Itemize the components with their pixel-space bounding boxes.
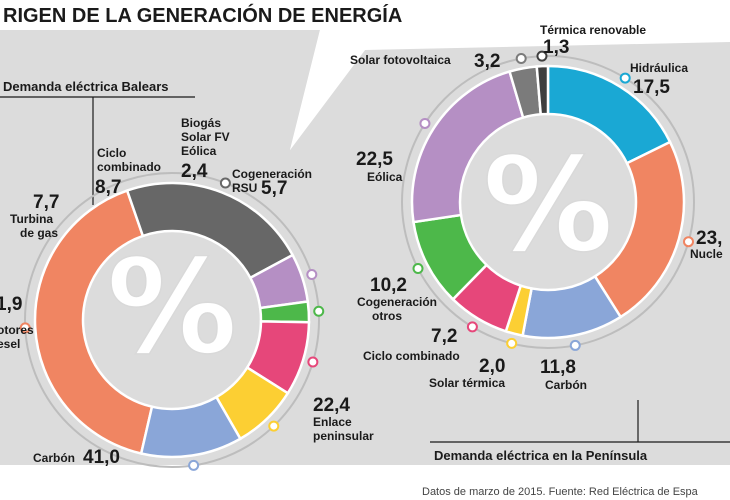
label-nuclear-value: 23, (696, 228, 722, 249)
page-title: RIGEN DE LA GENERACIÓN DE ENERGÍA (3, 3, 402, 27)
marker-nuclear-peninsula (683, 236, 695, 248)
label-hidraulica-value: 17,5 (633, 77, 670, 98)
label-eolica-value: 22,5 (356, 149, 393, 170)
donut-peninsula-outer-ring (401, 55, 695, 349)
marker-cogeneracion-peninsula (412, 262, 424, 274)
label-termica-renovable-value: 1,3 (543, 37, 569, 58)
label-ciclo-peninsula-text: Ciclo combinado (363, 349, 460, 363)
label-nuclear-text: Nucle (690, 247, 723, 261)
marker-rsu-balears (306, 269, 318, 281)
label-cogeneracion-text-2: otros (372, 309, 402, 323)
donut-balears-center (83, 231, 261, 409)
label-turbina-value: 7,7 (33, 192, 59, 213)
peninsula-chart-title: Demanda eléctrica en la Península (434, 448, 648, 463)
marker-ciclo-balears (307, 356, 319, 368)
donut-peninsula-center (460, 114, 636, 290)
label-carbon-peninsula-value: 11,8 (540, 357, 576, 378)
label-ciclo-balears-value: 8,7 (95, 177, 121, 198)
label-rsu-text-2: RSU (232, 181, 257, 195)
peninsula-donut (401, 50, 695, 351)
source-note: Datos de marzo de 2015. Fuente: Red Eléc… (422, 486, 699, 498)
label-solar-termica-text: Solar térmica (429, 376, 505, 390)
label-rsu-value: 5,7 (261, 178, 287, 199)
label-renovables-text-2: Solar FV (181, 130, 230, 144)
label-enlace-value: 22,4 (313, 395, 350, 416)
peninsula-labels: Hidráulica 17,5 23, Nucle 11,8 Carbón 2,… (350, 23, 723, 392)
label-solar-termica-value: 2,0 (479, 356, 505, 377)
label-cogeneracion-value: 10,2 (370, 275, 407, 296)
label-turbina-text-1: Turbina (10, 212, 53, 226)
label-renovables-value: 2,4 (181, 161, 208, 182)
slice-motores-balears (139, 395, 243, 459)
marker-hidraulica-peninsula (619, 72, 631, 84)
balears-labels: Carbón 41,0 22,4 Enlace peninsular Cogen… (0, 116, 374, 468)
label-motores-text-1: otores (0, 323, 34, 337)
label-turbina-text-2: de gas (20, 226, 58, 240)
label-enlace-text-1: Enlace (313, 415, 352, 429)
marker-renovables-balears (313, 305, 325, 317)
peninsula-percent-symbol: % (483, 129, 613, 281)
slice-termica-renovable-peninsula (535, 64, 550, 116)
label-ciclo-balears-text-2: combinado (97, 160, 161, 174)
marker-carbon-peninsula (569, 339, 581, 351)
marker-solar-fv-peninsula (515, 52, 527, 64)
label-ciclo-balears-text-1: Ciclo (97, 146, 126, 160)
balears-donut (19, 172, 325, 471)
marker-carbon-balears (19, 322, 31, 334)
label-ciclo-peninsula-value: 7,2 (431, 326, 457, 347)
label-cogeneracion-text-1: Cogeneración (357, 295, 437, 309)
label-carbon-peninsula-text: Carbón (545, 378, 587, 392)
label-carbon-balears-value: 41,0 (83, 447, 120, 468)
donut-balears-outer-ring (24, 172, 320, 468)
label-solar-fv-text: Solar fotovoltaica (350, 53, 451, 67)
label-motores-text-2: esel (0, 337, 20, 351)
label-motores-value: 1,9 (0, 294, 22, 315)
label-rsu-text-1: Cogeneración (232, 167, 312, 181)
marker-ciclo-peninsula (466, 321, 478, 333)
marker-enlace-balears (219, 177, 231, 189)
label-enlace-text-2: peninsular (313, 429, 374, 443)
label-renovables-text-3: Eólica (181, 144, 217, 158)
balears-percent-symbol: % (107, 231, 237, 383)
marker-motores-balears (188, 459, 200, 471)
label-carbon-balears-text: Carbón (33, 451, 75, 465)
marker-termica-renovable-peninsula (536, 50, 548, 62)
label-eolica-text: Eólica (367, 170, 403, 184)
label-solar-fv-value: 3,2 (474, 51, 500, 72)
label-hidraulica-text: Hidráulica (630, 61, 688, 75)
panel-divider (290, 30, 365, 150)
balears-chart-title: Demanda eléctrica Balears (3, 79, 168, 94)
label-termica-renovable-text: Térmica renovable (540, 23, 646, 37)
marker-eolica-peninsula (419, 117, 431, 129)
marker-solar-termica-peninsula (506, 337, 518, 349)
slice-carbon-balears (33, 188, 154, 455)
marker-turbina-balears (268, 420, 280, 432)
label-renovables-text-1: Biogás (181, 116, 221, 130)
